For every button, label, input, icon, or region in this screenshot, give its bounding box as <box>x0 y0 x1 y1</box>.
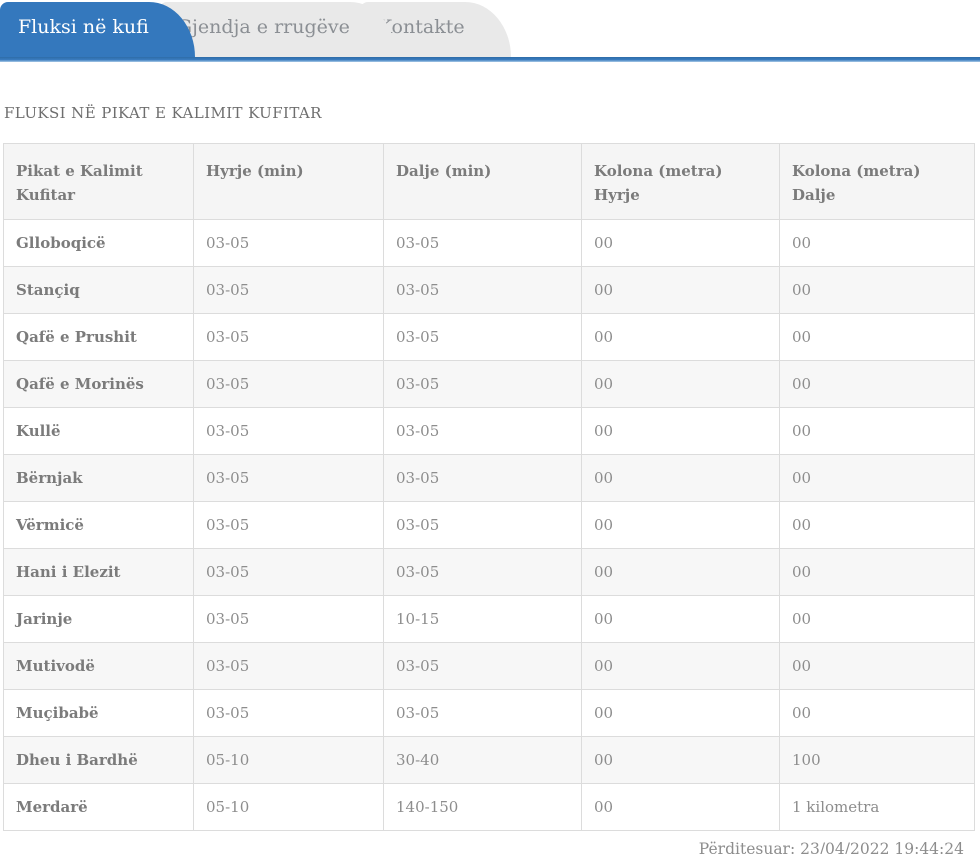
value-cell: 10-15 <box>383 595 582 643</box>
value-cell: 00 <box>779 313 975 361</box>
value-cell: 03-05 <box>383 454 582 502</box>
value-cell: 03-05 <box>193 454 384 502</box>
value-cell: 1 kilometra <box>779 783 975 831</box>
value-cell: 03-05 <box>383 313 582 361</box>
value-cell: 00 <box>581 313 780 361</box>
value-cell: 00 <box>581 595 780 643</box>
crossing-name-cell: Jarinje <box>3 595 194 643</box>
value-cell: 00 <box>581 219 780 267</box>
page-title: FLUKSI NË PIKAT E KALIMIT KUFITAR <box>4 104 322 122</box>
value-cell: 03-05 <box>383 501 582 549</box>
value-cell: 100 <box>779 736 975 784</box>
table-row: Qafë e Prushit 03-05 03-05 00 00 <box>3 313 975 361</box>
value-cell: 03-05 <box>383 360 582 408</box>
value-cell: 03-05 <box>383 407 582 455</box>
value-cell: 00 <box>779 595 975 643</box>
table-row: Stançiq 03-05 03-05 00 00 <box>3 266 975 314</box>
value-cell: 03-05 <box>193 595 384 643</box>
tab-fluksi-në-kufi[interactable]: Fluksi në kufi <box>0 2 195 57</box>
value-cell: 03-05 <box>193 501 384 549</box>
table-body: Glloboqicë 03-05 03-05 00 00 Stançiq 03-05 03-0… <box>3 219 975 831</box>
crossing-name-cell: Stançiq <box>3 266 194 314</box>
border-crossings-table: Pikat e Kalimit Kufitar Hyrje (min) Dalje … <box>3 143 975 831</box>
value-cell: 00 <box>581 783 780 831</box>
value-cell: 03-05 <box>383 548 582 596</box>
value-cell: 03-05 <box>193 548 384 596</box>
tab-underline <box>0 57 980 62</box>
value-cell: 05-10 <box>193 783 384 831</box>
crossing-name-cell: Dheu i Bardhë <box>3 736 194 784</box>
table-row: Muçibabë 03-05 03-05 00 00 <box>3 689 975 737</box>
value-cell: 00 <box>581 689 780 737</box>
value-cell: 00 <box>779 454 975 502</box>
value-cell: 00 <box>581 454 780 502</box>
column-header: Hyrje (min) <box>193 143 384 220</box>
table-row: Kullë 03-05 03-05 00 00 <box>3 407 975 455</box>
table-row: Bërnjak 03-05 03-05 00 00 <box>3 454 975 502</box>
crossing-name-cell: Hani i Elezit <box>3 548 194 596</box>
value-cell: 00 <box>779 689 975 737</box>
value-cell: 00 <box>581 548 780 596</box>
value-cell: 00 <box>779 407 975 455</box>
tab-gjendja-e-rrugëve[interactable]: Gjendja e rrugëve <box>158 2 396 57</box>
table-row: Dheu i Bardhë 05-10 30-40 00 100 <box>3 736 975 784</box>
value-cell: 03-05 <box>193 360 384 408</box>
table-row: Jarinje 03-05 10-15 00 00 <box>3 595 975 643</box>
value-cell: 140-150 <box>383 783 582 831</box>
last-updated: Përditesuar: 23/04/2022 19:44:24 <box>698 840 964 854</box>
value-cell: 00 <box>581 736 780 784</box>
value-cell: 00 <box>779 548 975 596</box>
value-cell: 00 <box>779 642 975 690</box>
tabs: Fluksi në kufi Gjendja e rrugëve Kontakte <box>0 2 980 57</box>
value-cell: 03-05 <box>193 689 384 737</box>
table-row: Glloboqicë 03-05 03-05 00 00 <box>3 219 975 267</box>
value-cell: 03-05 <box>383 689 582 737</box>
value-cell: 03-05 <box>193 266 384 314</box>
value-cell: 00 <box>581 407 780 455</box>
value-cell: 03-05 <box>383 266 582 314</box>
crossing-name-cell: Muçibabë <box>3 689 194 737</box>
value-cell: 00 <box>581 266 780 314</box>
crossing-name-cell: Glloboqicë <box>3 219 194 267</box>
table-header-row: Pikat e Kalimit Kufitar Hyrje (min) Dalje … <box>3 143 975 220</box>
crossing-name-cell: Bërnjak <box>3 454 194 502</box>
value-cell: 03-05 <box>383 219 582 267</box>
value-cell: 30-40 <box>383 736 582 784</box>
value-cell: 03-05 <box>193 642 384 690</box>
crossing-name-cell: Mutivodë <box>3 642 194 690</box>
crossing-name-cell: Qafë e Morinës <box>3 360 194 408</box>
value-cell: 03-05 <box>383 642 582 690</box>
tab-bar: Fluksi në kufi Gjendja e rrugëve Kontakte <box>0 0 980 62</box>
value-cell: 03-05 <box>193 219 384 267</box>
table-row: Mutivodë 03-05 03-05 00 00 <box>3 642 975 690</box>
column-header: Kolona (metra) Hyrje <box>581 143 780 220</box>
value-cell: 00 <box>581 501 780 549</box>
crossing-name-cell: Qafë e Prushit <box>3 313 194 361</box>
crossing-name-cell: Merdarë <box>3 783 194 831</box>
crossing-name-cell: Kullë <box>3 407 194 455</box>
value-cell: 00 <box>779 360 975 408</box>
column-header: Kolona (metra) Dalje <box>779 143 975 220</box>
value-cell: 03-05 <box>193 313 384 361</box>
table-row: Qafë e Morinës 03-05 03-05 00 00 <box>3 360 975 408</box>
column-header: Pikat e Kalimit Kufitar <box>3 143 194 220</box>
table-row: Hani i Elezit 03-05 03-05 00 00 <box>3 548 975 596</box>
value-cell: 03-05 <box>193 407 384 455</box>
table-row: Vërmicë 03-05 03-05 00 00 <box>3 501 975 549</box>
value-cell: 00 <box>581 360 780 408</box>
crossing-name-cell: Vërmicë <box>3 501 194 549</box>
value-cell: 00 <box>779 219 975 267</box>
value-cell: 05-10 <box>193 736 384 784</box>
column-header: Dalje (min) <box>383 143 582 220</box>
value-cell: 00 <box>581 642 780 690</box>
value-cell: 00 <box>779 266 975 314</box>
table-row: Merdarë 05-10 140-150 00 1 kilometra <box>3 783 975 831</box>
value-cell: 00 <box>779 501 975 549</box>
